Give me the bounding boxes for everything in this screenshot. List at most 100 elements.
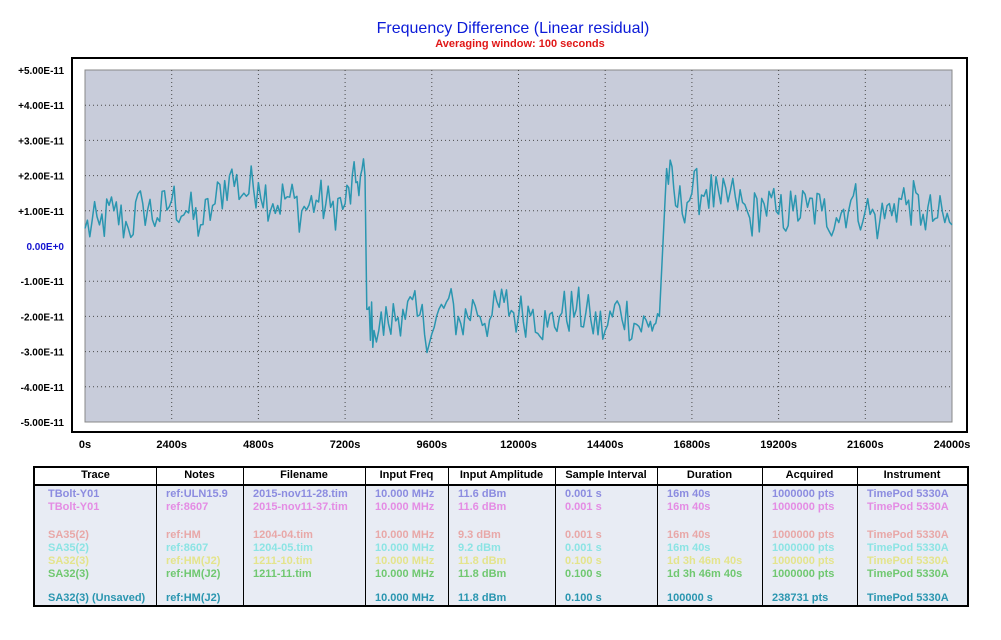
legend-column-divider [657,468,658,605]
legend-cell: 1204-04.tim [253,529,313,541]
legend-cell: 0.001 s [565,529,602,541]
legend-cell: 0.100 s [565,555,602,567]
y-tick-label: +4.00E-11 [18,101,64,112]
y-tick-label: -1.00E-11 [21,277,65,288]
y-tick-label: -5.00E-11 [21,418,65,429]
legend-cell: TimePod 5330A [867,488,949,500]
legend-cell: 1000000 pts [772,529,835,541]
x-tick-label: 19200s [760,439,797,451]
legend-column-header: Acquired [785,469,834,481]
legend-cell: 2015-nov11-28.tim [253,488,348,500]
legend-cell: 100000 s [667,592,713,604]
legend-cell: 10.000 MHz [375,592,435,604]
chart-subtitle: Averaging window: 100 seconds [435,38,605,50]
legend-cell: ref:HM [166,529,201,541]
legend-cell: 11.8 dBm [458,568,507,580]
legend-cell: SA35(2) [48,529,89,541]
legend-column-divider [857,468,858,605]
legend-cell: 16m 40s [667,488,711,500]
legend-row[interactable]: SA32(3) ref:HM(J2) 1211-10.tim 10.000 MHz 11… [35,555,967,568]
legend-cell: 238731 pts [772,592,829,604]
legend-row[interactable]: SA32(3) ref:HM(J2) 1211-11.tim 10.000 MHz 11… [35,568,967,581]
legend-column-divider [555,468,556,605]
legend-table: Trace Notes Filename Input Freq Input Amplit… [33,466,969,607]
series-line [84,158,953,354]
legend-cell: 10.000 MHz [375,501,435,513]
legend-row[interactable]: SA35(2) ref:8607 1204-05.tim 10.000 MHz 9.2 … [35,542,967,555]
legend-cell: 16m 40s [667,501,711,513]
legend-column-divider [365,468,366,605]
legend-cell: TimePod 5330A [867,592,949,604]
legend-row[interactable]: SA32(3) (Unsaved) ref:HM(J2) 10.000 MHz 11.… [35,592,967,605]
legend-cell: SA35(2) [48,542,89,554]
legend-cell: ref:8607 [166,501,209,513]
y-tick-label: +2.00E-11 [18,172,64,183]
legend-cell: TimePod 5330A [867,529,949,541]
grid [85,70,952,422]
legend-cell: 1d 3h 46m 40s [667,555,743,567]
y-tick-label: +1.00E-11 [18,207,64,218]
y-tick-label: -3.00E-11 [21,348,65,359]
legend-cell: 0.100 s [565,592,602,604]
legend-cell: 1204-05.tim [253,542,313,554]
series-layer [84,158,953,354]
legend-cell: 10.000 MHz [375,568,435,580]
legend-cell: 1000000 pts [772,568,835,580]
x-tick-label: 4800s [243,439,274,451]
y-tick-label: 0.00E+0 [26,242,64,253]
legend-cell: 1000000 pts [772,542,835,554]
x-tick-label: 24000s [934,439,971,451]
legend-cell: 11.6 dBm [458,488,507,500]
x-tick-label: 12000s [500,439,537,451]
legend-cell: 11.6 dBm [458,501,507,513]
legend-cell: SA32(3) [48,568,89,580]
legend-cell: 10.000 MHz [375,555,435,567]
legend-cell: 1000000 pts [772,555,835,567]
chart-title: Frequency Difference (Linear residual) [377,20,650,37]
legend-cell: 16m 40s [667,542,711,554]
legend-cell: ref:8607 [166,542,209,554]
chart: Frequency Difference (Linear residual) A… [18,20,970,451]
legend-header: Trace Notes Filename Input Freq Input Amplit… [35,468,967,486]
x-tick-label: 9600s [417,439,448,451]
legend-row[interactable]: SA35(2) ref:HM 1204-04.tim 10.000 MHz 9.3 dB… [35,529,967,542]
legend-cell: 2015-nov11-37.tim [253,501,348,513]
legend-column-header: Input Freq [379,469,434,481]
x-tick-label: 16800s [674,439,711,451]
legend-column-divider [243,468,244,605]
legend-cell: 11.8 dBm [458,555,507,567]
legend-cell: TimePod 5330A [867,568,949,580]
legend-cell: 9.3 dBm [458,529,501,541]
legend-cell: 9.2 dBm [458,542,501,554]
legend-cell: 0.001 s [565,542,602,554]
legend-cell: 0.001 s [565,501,602,513]
legend-column-header: Duration [686,469,733,481]
legend-cell: 1000000 pts [772,501,835,513]
x-tick-label: 0s [79,439,91,451]
legend-cell: 1000000 pts [772,488,835,500]
legend-cell: ref:ULN15.9 [166,488,228,500]
y-tick-label: +5.00E-11 [18,66,64,77]
legend-cell: TimePod 5330A [867,555,949,567]
legend-cell: TimePod 5330A [867,542,949,554]
x-tick-label: 14400s [587,439,624,451]
legend-cell: TBolt-Y01 [48,501,100,513]
legend-row[interactable]: TBolt-Y01 ref:ULN15.9 2015-nov11-28.tim 10.… [35,488,967,501]
x-tick-labels: 0s 2400s 4800s 7200s 9600s 12000s 14400s 16800s… [79,439,970,451]
legend-column-divider [762,468,763,605]
legend-cell: ref:HM(J2) [166,568,221,580]
legend-cell: TBolt-Y01 [48,488,100,500]
legend-cell: 10.000 MHz [375,529,435,541]
legend-cell: 11.8 dBm [458,592,507,604]
y-tick-label: -2.00E-11 [21,312,65,323]
y-tick-label: -4.00E-11 [21,383,65,394]
x-tick-label: 7200s [330,439,361,451]
legend-column-header: Sample Interval [565,469,647,481]
legend-cell: 10.000 MHz [375,542,435,554]
x-tick-label: 21600s [847,439,884,451]
legend-cell: ref:HM(J2) [166,555,221,567]
legend-cell: 1211-10.tim [253,555,313,567]
legend-row[interactable]: TBolt-Y01 ref:8607 2015-nov11-37.tim 10.000… [35,501,967,514]
legend-cell: 16m 40s [667,529,711,541]
legend-column-header: Notes [184,469,215,481]
